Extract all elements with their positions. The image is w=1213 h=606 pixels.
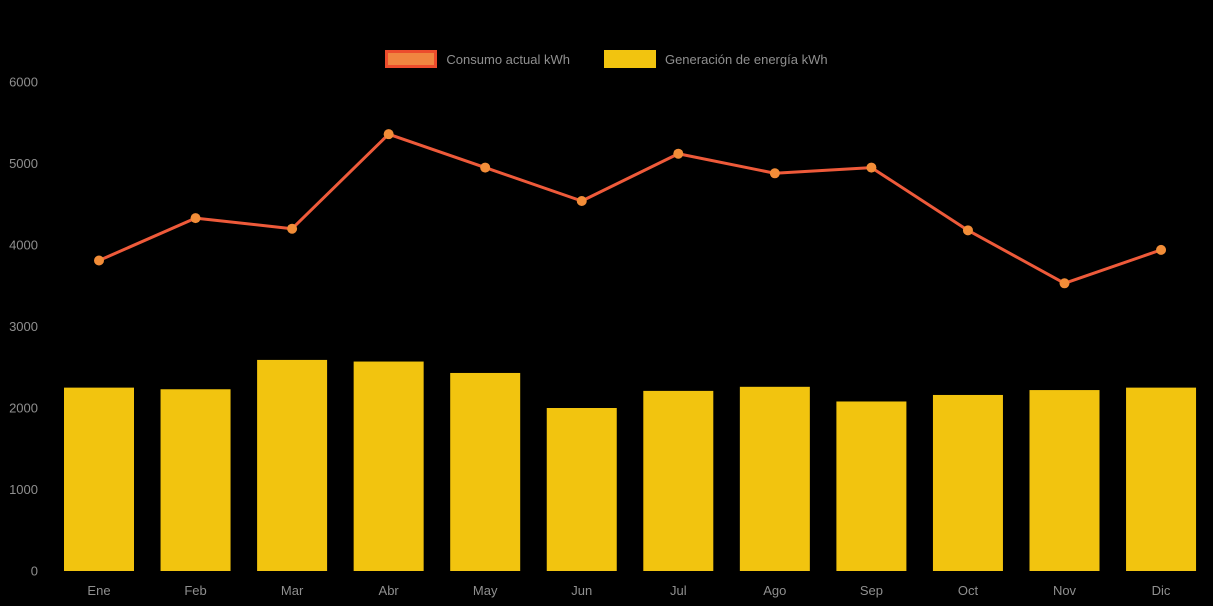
legend-swatch-consumo-icon	[385, 50, 438, 68]
legend-swatch-generacion-icon	[603, 50, 656, 68]
bar-may[interactable]	[450, 372, 521, 571]
x-axis-label-jun: Jun	[571, 583, 592, 598]
line-point-ago[interactable]	[769, 168, 780, 179]
bar-abr[interactable]	[353, 361, 424, 571]
legend-label-consumo: Consumo actual kWh	[446, 51, 570, 67]
bar-sep[interactable]	[836, 401, 907, 571]
bar-ago[interactable]	[739, 386, 810, 571]
y-axis-tick-label: 4000	[9, 238, 38, 253]
x-axis-label-may: May	[473, 583, 498, 598]
line-point-ene[interactable]	[94, 255, 104, 266]
bar-jul[interactable]	[643, 390, 714, 571]
y-axis-tick-label: 5000	[9, 156, 38, 171]
x-axis-label-dic: Dic	[1152, 583, 1171, 598]
line-point-oct[interactable]	[962, 225, 973, 236]
line-point-jul[interactable]	[673, 148, 684, 159]
bar-jun[interactable]	[546, 408, 617, 571]
legend-item-generacion[interactable]: Generación de energía kWh	[603, 50, 828, 68]
chart-legend: Consumo actual kWh Generación de energía…	[0, 50, 1213, 68]
x-axis-label-feb: Feb	[184, 583, 206, 598]
bar-ene[interactable]	[64, 387, 134, 571]
bar-dic[interactable]	[1126, 387, 1197, 571]
line-point-sep[interactable]	[866, 162, 877, 173]
y-axis-tick-label: 0	[31, 564, 38, 579]
y-axis-tick-label: 3000	[9, 319, 38, 334]
x-axis-label-nov: Nov	[1053, 583, 1077, 598]
x-axis-label-mar: Mar	[281, 583, 304, 598]
line-point-dic[interactable]	[1156, 244, 1167, 255]
line-point-mar[interactable]	[287, 223, 298, 234]
line-point-nov[interactable]	[1059, 278, 1070, 289]
consumo-line	[97, 132, 1163, 285]
x-axis-label-sep: Sep	[860, 583, 883, 598]
line-point-may[interactable]	[480, 162, 491, 173]
legend-item-consumo[interactable]: Consumo actual kWh	[385, 50, 570, 68]
x-axis-label-ago: Ago	[763, 583, 786, 598]
x-axis-label-oct: Oct	[958, 583, 979, 598]
bar-nov[interactable]	[1029, 390, 1100, 571]
line-point-feb[interactable]	[190, 213, 201, 224]
line-point-abr[interactable]	[383, 129, 394, 140]
x-axis-label-abr: Abr	[379, 583, 400, 598]
x-axis-label-ene: Ene	[87, 583, 110, 598]
bar-feb[interactable]	[160, 389, 231, 571]
x-axis-label-jul: Jul	[670, 583, 687, 598]
y-axis-tick-label: 1000	[9, 482, 38, 497]
y-axis-tick-label: 2000	[9, 401, 38, 416]
y-axis-tick-label: 6000	[9, 75, 38, 90]
bar-mar[interactable]	[257, 359, 328, 571]
line-point-jun[interactable]	[576, 195, 587, 206]
legend-label-generacion: Generación de energía kWh	[664, 51, 828, 67]
bar-oct[interactable]	[932, 394, 1003, 571]
